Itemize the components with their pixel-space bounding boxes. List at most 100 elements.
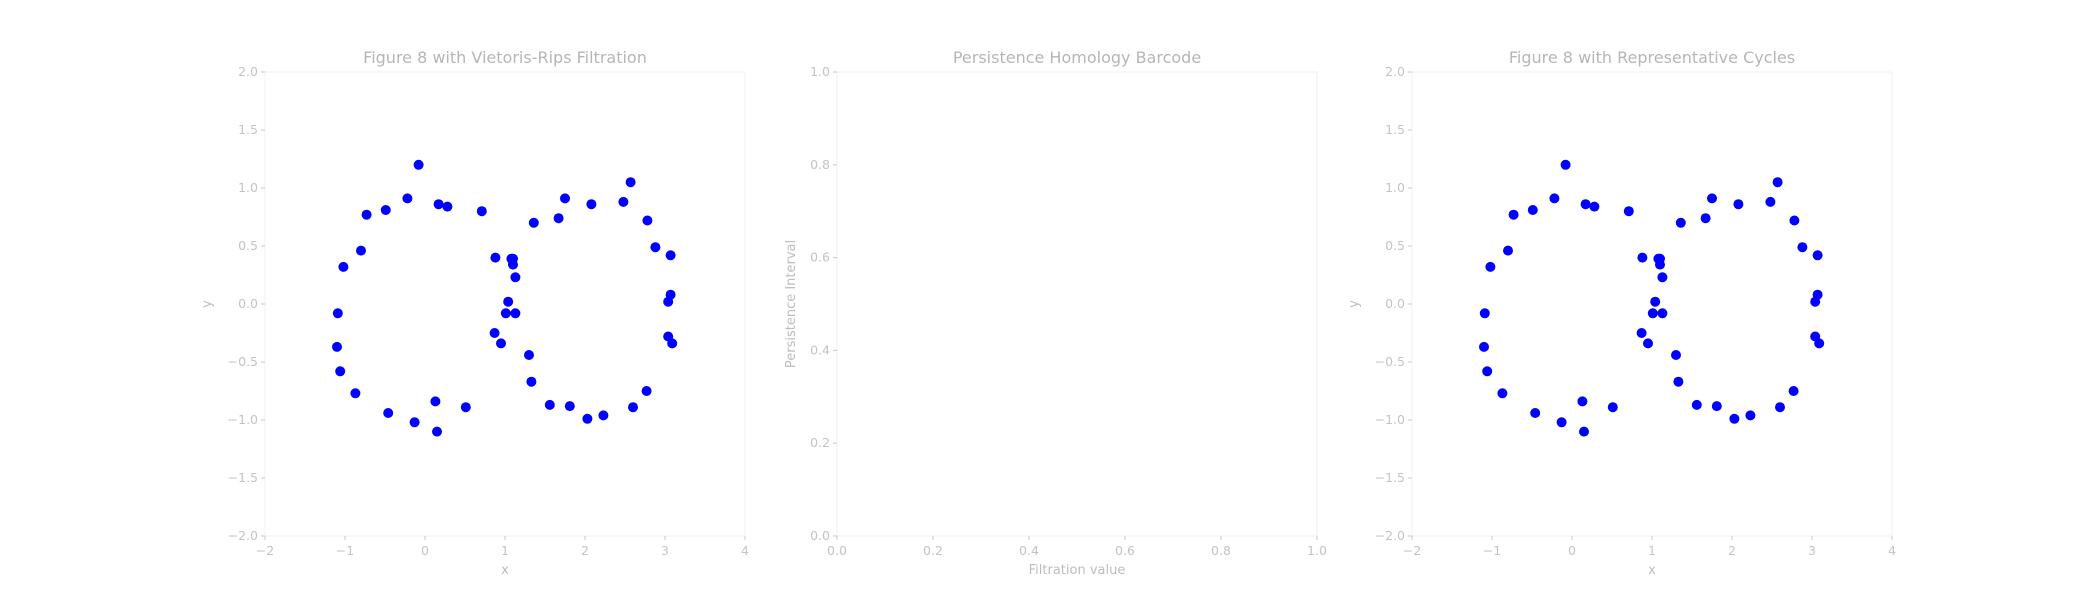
left-x-tick-label: 1 (501, 543, 509, 558)
right-data-point (1479, 341, 1489, 352)
right-data-point (1673, 376, 1684, 387)
right-data-point (1508, 209, 1519, 220)
left-data-point (586, 199, 597, 210)
left-data-point (402, 193, 413, 204)
left-data-point (500, 308, 511, 319)
right-data-point (1636, 328, 1647, 338)
right-data-point (1657, 308, 1668, 319)
left-data-point (642, 215, 653, 226)
left-x-tick-label: −1 (336, 543, 354, 558)
right-data-point (1772, 177, 1783, 188)
left-x-tick-label: 2 (581, 543, 589, 558)
right-y-tick-label: −0.5 (1375, 354, 1405, 369)
left-data-point (503, 296, 514, 307)
middle-x-tick-label: 0.0 (827, 543, 847, 558)
left-y-tick-label: 0.0 (238, 296, 258, 311)
right-data-point (1589, 201, 1600, 212)
left-x-tick-label: 0 (421, 543, 429, 558)
right-data-point (1729, 413, 1740, 424)
right-y-tick-label: −1.0 (1375, 412, 1405, 427)
left-data-point (524, 350, 534, 360)
right-data-point (1577, 396, 1588, 407)
right-data-point (1580, 199, 1591, 210)
left-data-point (598, 410, 609, 421)
right-y-tick-label: 0.0 (1385, 296, 1405, 311)
middle-x-tick-label: 0.6 (1115, 543, 1135, 558)
middle-plot-frame (836, 71, 1318, 537)
left-y-tick-label: −0.5 (228, 354, 258, 369)
left-data-point (350, 388, 361, 399)
middle-x-tick-label: 0.8 (1211, 543, 1231, 558)
right-data-point (1700, 213, 1711, 224)
left-x-tick-label: 3 (661, 543, 669, 558)
left-data-point (582, 413, 593, 424)
right-data-point (1560, 159, 1571, 170)
right-data-point (1579, 426, 1589, 437)
right-data-point (1530, 408, 1541, 418)
left-data-point (361, 209, 372, 220)
left-data-point (544, 399, 555, 410)
middle-y-tick-label: 0.8 (810, 157, 830, 172)
left-data-point (564, 401, 575, 412)
right-data-point (1643, 338, 1653, 349)
left-data-point (338, 261, 349, 272)
right-data-point (1650, 296, 1661, 307)
right-data-point (1503, 245, 1513, 256)
left-y-tick-label: 1.5 (238, 122, 258, 137)
right-data-point (1765, 196, 1776, 207)
middle-chart-title: Persistence Homology Barcode (953, 48, 1201, 67)
left-data-point (335, 366, 346, 377)
left-y-tick-label: −1.0 (228, 412, 258, 427)
left-data-point (508, 253, 518, 264)
right-y-axis-label: y (1347, 300, 1362, 308)
right-data-point (1788, 386, 1799, 396)
right-data-point (1637, 252, 1648, 263)
right-data-point (1556, 417, 1567, 428)
left-y-axis-label: y (200, 300, 215, 308)
left-data-point (413, 159, 424, 170)
right-data-point (1482, 366, 1493, 377)
right-x-tick-label: 4 (1888, 543, 1896, 558)
right-data-point (1711, 401, 1722, 412)
left-data-point (442, 201, 453, 212)
left-data-point (476, 206, 487, 217)
left-data-point (625, 177, 636, 188)
left-data-point (526, 376, 537, 387)
left-data-point (332, 341, 342, 352)
right-data-point (1812, 250, 1823, 261)
left-data-point (618, 196, 629, 207)
middle-x-tick-label: 1.0 (1307, 543, 1327, 558)
right-x-tick-label: −2 (1403, 543, 1421, 558)
middle-y-tick-label: 0.2 (810, 435, 830, 450)
right-data-point (1671, 350, 1681, 360)
middle-y-tick-label: 0.0 (810, 528, 830, 543)
right-data-point (1497, 388, 1508, 399)
right-data-point (1745, 410, 1756, 421)
middle-y-tick-label: 1.0 (810, 64, 830, 79)
left-x-tick-label: −2 (256, 543, 274, 558)
right-data-point (1675, 217, 1686, 228)
right-data-point (1655, 253, 1665, 264)
left-data-point (356, 245, 366, 256)
left-y-tick-label: 1.0 (238, 180, 258, 195)
right-y-tick-label: 1.5 (1385, 122, 1405, 137)
right-data-point (1549, 193, 1560, 204)
middle-x-axis-label: Filtration value (1029, 563, 1126, 578)
middle-y-tick-label: 0.4 (810, 342, 830, 357)
left-data-point (383, 408, 394, 418)
right-x-tick-label: 2 (1728, 543, 1736, 558)
left-y-tick-label: −1.5 (228, 470, 258, 485)
left-data-point (641, 386, 652, 396)
right-data-point (1657, 272, 1668, 283)
right-y-tick-label: −1.5 (1375, 470, 1405, 485)
right-data-point (1775, 402, 1785, 413)
right-x-axis-label: x (1648, 563, 1656, 578)
left-data-point (528, 217, 539, 228)
right-y-tick-label: −2.0 (1375, 528, 1405, 543)
right-data-point (1733, 199, 1744, 210)
left-data-point (560, 193, 570, 204)
left-data-point (667, 338, 678, 349)
middle-x-tick-label: 0.4 (1019, 543, 1039, 558)
right-data-point (1691, 399, 1702, 410)
